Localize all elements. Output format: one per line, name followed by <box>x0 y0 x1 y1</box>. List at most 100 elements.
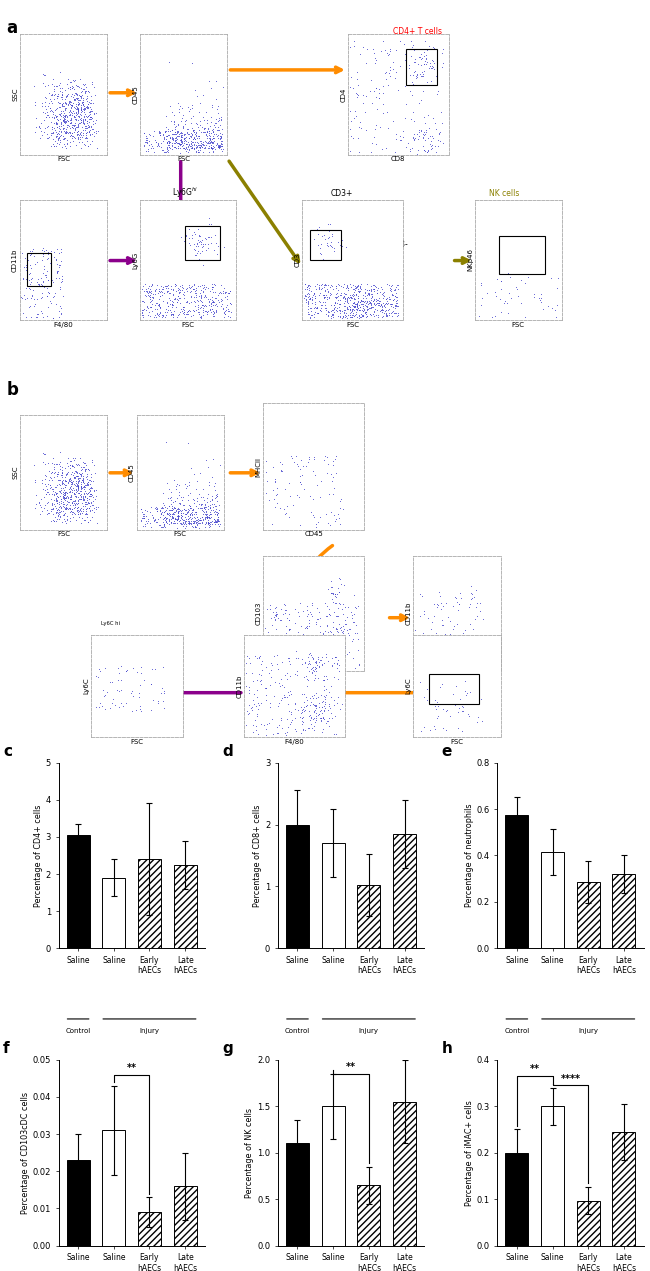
Text: e: e <box>442 744 452 759</box>
Point <box>296 703 306 723</box>
Point <box>200 513 210 534</box>
Y-axis label: CD103: CD103 <box>256 602 262 625</box>
Point <box>203 484 213 505</box>
Point <box>311 278 321 299</box>
Point <box>69 480 79 501</box>
Point <box>79 479 89 500</box>
Point <box>213 119 223 140</box>
Point <box>219 304 229 324</box>
Point <box>93 667 103 688</box>
Point <box>198 122 209 142</box>
Point <box>224 283 234 304</box>
Point <box>432 136 443 156</box>
Point <box>339 619 350 639</box>
Point <box>68 506 78 526</box>
Point <box>306 632 316 652</box>
Point <box>169 104 179 125</box>
Point <box>190 80 200 100</box>
Point <box>46 255 56 276</box>
Point <box>56 497 66 517</box>
Point <box>213 510 224 530</box>
Point <box>264 625 274 646</box>
Point <box>150 295 161 315</box>
Point <box>137 280 148 300</box>
Point <box>166 506 177 526</box>
Point <box>77 478 87 498</box>
Point <box>51 474 62 494</box>
Point <box>276 669 286 689</box>
Point <box>184 512 194 533</box>
Point <box>174 102 185 122</box>
Point <box>168 507 178 527</box>
Point <box>369 306 379 327</box>
Point <box>303 304 313 324</box>
Point <box>418 127 428 147</box>
Point <box>216 133 227 154</box>
Point <box>276 599 286 619</box>
Point <box>64 494 75 515</box>
Point <box>212 511 222 531</box>
Point <box>155 136 166 156</box>
Point <box>164 137 175 158</box>
Point <box>311 695 322 716</box>
Point <box>277 688 287 708</box>
Bar <box>499 236 545 275</box>
Point <box>79 484 89 505</box>
Point <box>186 137 196 158</box>
Point <box>153 691 163 712</box>
Point <box>67 76 77 97</box>
Text: b: b <box>6 381 18 399</box>
Point <box>316 710 326 731</box>
Point <box>210 479 220 500</box>
Point <box>70 90 81 111</box>
Point <box>199 118 209 139</box>
Point <box>387 305 397 325</box>
Point <box>51 105 61 126</box>
Point <box>323 236 333 257</box>
Point <box>183 136 193 156</box>
Point <box>352 308 362 328</box>
Point <box>335 301 346 322</box>
Point <box>214 292 224 313</box>
Point <box>186 306 196 327</box>
Point <box>156 683 166 703</box>
Bar <box>428 674 480 704</box>
Point <box>181 133 191 154</box>
Point <box>213 511 223 531</box>
Point <box>174 133 185 154</box>
Point <box>411 67 421 88</box>
Point <box>67 103 77 123</box>
Point <box>418 123 428 144</box>
Point <box>159 515 170 535</box>
Point <box>428 38 439 58</box>
Point <box>49 511 59 531</box>
X-axis label: F4/80: F4/80 <box>447 672 467 679</box>
Point <box>138 300 148 320</box>
Point <box>79 458 89 478</box>
Point <box>136 663 146 684</box>
Point <box>198 497 209 517</box>
Point <box>49 107 59 127</box>
Point <box>77 85 87 105</box>
Point <box>76 484 86 505</box>
Point <box>414 121 424 141</box>
Point <box>83 94 93 114</box>
Point <box>85 116 96 136</box>
Point <box>187 137 198 158</box>
Point <box>83 474 94 494</box>
Point <box>188 511 198 531</box>
Point <box>365 295 376 315</box>
Point <box>38 271 49 291</box>
Point <box>419 55 429 75</box>
Point <box>324 302 334 323</box>
Point <box>76 456 86 477</box>
Point <box>37 244 47 264</box>
Point <box>50 113 60 133</box>
Point <box>49 89 59 109</box>
Point <box>187 125 197 145</box>
Point <box>157 517 168 538</box>
Point <box>169 301 179 322</box>
Point <box>102 681 112 702</box>
Point <box>345 285 356 305</box>
Point <box>378 295 389 315</box>
